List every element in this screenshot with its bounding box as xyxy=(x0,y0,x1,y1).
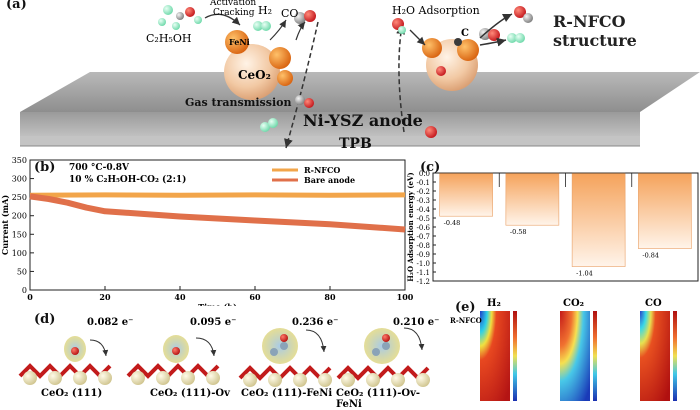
y-tick-label: 50 xyxy=(17,267,27,276)
y-tick-label: 150 xyxy=(12,230,27,239)
charge-4: 0.210 e⁻ xyxy=(393,317,439,328)
y-tick-label: -1.1 xyxy=(417,269,431,277)
map-title-co2: CO₂ xyxy=(563,298,584,309)
panel-b-chart: 050100150200250300350020406080100Time (h… xyxy=(0,156,415,306)
x-tick-label: 60 xyxy=(249,292,261,302)
co-label: CO xyxy=(281,7,298,20)
panel-e-side-label: R-NFCO xyxy=(450,316,482,325)
y-tick-label: 100 xyxy=(12,249,27,258)
panel-d: (d) 0.082 e⁻ 0.095 e⁻ 0.236 e⁻ 0.210 e⁻ … xyxy=(0,306,440,405)
y-tick-label: 300 xyxy=(12,175,27,184)
bar xyxy=(638,173,691,249)
x-tick-label: 0 xyxy=(27,292,33,302)
series-line-bare-anode xyxy=(30,196,405,229)
y-tick-label: -0.3 xyxy=(417,197,431,205)
map-co xyxy=(640,311,670,401)
panel-a: (a) R-NFCO structure Ni-YSZ anode TPB Ga… xyxy=(0,0,700,156)
bar-value-label: -0.58 xyxy=(510,228,527,236)
legend-label: Bare anode xyxy=(304,175,355,185)
charge-2: 0.095 e⁻ xyxy=(190,317,236,328)
structure-name-2: CeO₂ (111)-Ov xyxy=(150,388,230,399)
x-tick-label: 80 xyxy=(324,292,336,302)
cracking-label: Cracking xyxy=(213,8,254,18)
ethanol-label: C₂H₅OH xyxy=(146,32,191,45)
structure-name-1: CeO₂ (111) xyxy=(41,388,102,399)
y-tick-label: -0.5 xyxy=(417,215,431,223)
legend-label: R-NFCO xyxy=(304,165,340,175)
panel-b-label: (b) xyxy=(34,160,55,175)
y-tick-label: 250 xyxy=(12,193,27,202)
colorbar-co xyxy=(673,311,677,401)
charge-1: 0.082 e⁻ xyxy=(87,317,133,328)
anode-label: Ni-YSZ anode xyxy=(303,111,423,130)
structure-4 xyxy=(338,328,430,387)
gas-transmission-label: Gas transmission xyxy=(185,96,291,109)
structure-name-3: CeO₂ (111)-FeNi xyxy=(241,388,332,399)
ceo2-label: CeO₂ xyxy=(238,68,271,82)
y-axis-label: Current (mA) xyxy=(0,195,10,255)
y-tick-label: -0.6 xyxy=(417,224,431,232)
colorbar-co2 xyxy=(593,311,597,401)
y-tick-label: 350 xyxy=(12,156,27,165)
h2-label: H₂ xyxy=(258,4,272,17)
panel-c: 0.0-0.1-0.2-0.3-0.4-0.5-0.6-0.7-0.8-0.9-… xyxy=(400,156,700,306)
panel-b-annotation-2: 10 % C₂H₅OH-CO₂ (2:1) xyxy=(69,175,186,185)
y-tick-label: -0.1 xyxy=(417,179,431,187)
bar-value-label: -0.48 xyxy=(444,219,461,227)
h2o-adsorption-label: H₂O Adsorption xyxy=(392,4,480,17)
structure-2 xyxy=(128,335,220,385)
panel-a-title: R-NFCO structure xyxy=(553,12,700,50)
y-tick-label: -0.4 xyxy=(417,206,431,214)
bar xyxy=(440,173,493,216)
bar-value-label: -0.84 xyxy=(642,252,659,260)
panel-e-label: (e) xyxy=(455,300,476,315)
y-tick-label: -1.2 xyxy=(417,278,431,286)
bar xyxy=(506,173,559,225)
structure-3 xyxy=(240,328,332,387)
y-tick-label: 200 xyxy=(12,212,27,221)
colorbar-h2 xyxy=(513,311,517,401)
y-tick-label: -0.9 xyxy=(417,251,431,259)
y-tick-label: -0.7 xyxy=(417,233,431,241)
map-title-co: CO xyxy=(645,298,662,309)
structure-name-4: CeO₂ (111)-Ov-FeNi xyxy=(336,388,440,410)
map-title-h2: H₂ xyxy=(487,298,501,309)
activation-label: Activation xyxy=(210,0,256,8)
fenic-label: FeNi xyxy=(229,37,250,47)
panel-d-label: (d) xyxy=(34,312,55,327)
panel-e-maps xyxy=(445,296,700,405)
panel-c-chart: 0.0-0.1-0.2-0.3-0.4-0.5-0.6-0.7-0.8-0.9-… xyxy=(400,156,700,306)
y-axis-label: H₂O Adsorption energy (eV) xyxy=(406,172,415,281)
x-tick-label: 20 xyxy=(99,292,111,302)
y-tick-label: -0.8 xyxy=(417,242,431,250)
y-tick-label: -1.0 xyxy=(417,260,431,268)
panel-b-annotation-1: 700 °C-0.8V xyxy=(69,163,129,173)
carbon-label: C xyxy=(461,28,469,39)
panel-b: 050100150200250300350020406080100Time (h… xyxy=(0,156,415,306)
bar xyxy=(572,173,625,267)
y-tick-label: -0.2 xyxy=(417,188,431,196)
nickel-particle-b xyxy=(277,70,293,86)
charge-3: 0.236 e⁻ xyxy=(292,317,338,328)
x-tick-label: 40 xyxy=(174,292,186,302)
panel-c-label: (c) xyxy=(420,160,440,175)
bar-value-label: -1.04 xyxy=(576,270,593,278)
nickel-particle-a xyxy=(269,47,291,69)
anode-slab-top xyxy=(20,72,700,112)
tpb-label: TPB xyxy=(339,136,372,152)
panel-a-label: (a) xyxy=(6,0,27,12)
structure-1 xyxy=(20,336,112,385)
tpb-layer xyxy=(20,136,640,146)
panel-e: (e) R-NFCO H₂ CO₂ CO xyxy=(445,296,700,405)
map-h2 xyxy=(480,311,510,401)
map-co2 xyxy=(560,311,590,401)
